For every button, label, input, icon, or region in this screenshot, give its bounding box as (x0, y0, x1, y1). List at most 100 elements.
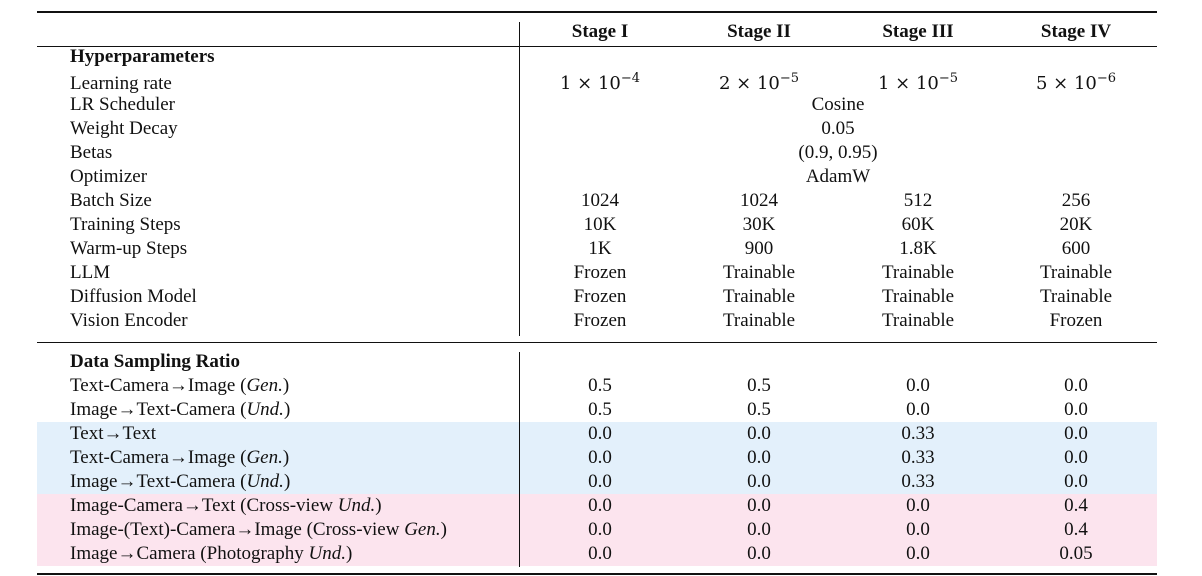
cell: Trainable (881, 262, 955, 283)
cell: 0.0 (588, 447, 612, 468)
label-text: ) (345, 543, 353, 564)
cell: Cosine (811, 94, 865, 115)
row-highlight (37, 470, 1157, 494)
cell: 0.0 (747, 471, 771, 492)
cell: 0.0 (747, 423, 771, 444)
cell: 0.5 (588, 375, 612, 396)
column-rule (519, 22, 520, 336)
cell: 0.4 (1064, 495, 1088, 516)
label-text: Text→Text (70, 423, 156, 444)
cell: 10K (583, 214, 617, 235)
label-text: Image-(Text)-Camera→Image (Cross-view (70, 519, 405, 540)
cell: 0.0 (1064, 399, 1088, 420)
row-label: Weight Decay (70, 118, 178, 139)
cell: Trainable (722, 262, 796, 283)
cell: 30K (742, 214, 776, 235)
row-label: Text→Text (70, 422, 156, 446)
cell: 0.0 (747, 519, 771, 540)
label-text: Image→Text-Camera ( (70, 471, 247, 492)
row-label: Image→Text-Camera (Und.) (70, 470, 290, 494)
cell: Trainable (881, 286, 955, 307)
cell-exponent: −5 (779, 71, 800, 86)
cell: 0.0 (747, 495, 771, 516)
cell: Trainable (881, 310, 955, 331)
cell: 600 (1061, 238, 1091, 259)
cell: 0.0 (1064, 471, 1088, 492)
header-rule (37, 46, 1157, 47)
cell: 0.0 (1064, 423, 1088, 444)
row-label: Image-(Text)-Camera→Image (Cross-view Ge… (70, 518, 447, 542)
row-highlight (37, 494, 1157, 518)
section-title: Data Sampling Ratio (70, 351, 240, 372)
cell: Frozen (1049, 310, 1103, 331)
row-highlight (37, 518, 1157, 542)
label-emphasis: Gen. (246, 447, 283, 468)
cell-base: 1 × 10 (877, 73, 939, 94)
label-text: ) (282, 375, 290, 396)
cell: Frozen (573, 310, 627, 331)
cell: 1 × 10−5 (878, 72, 958, 96)
row-label: Training Steps (70, 214, 181, 235)
label-emphasis: Gen. (404, 519, 441, 540)
label-text: Image→Text-Camera ( (70, 399, 247, 420)
label-emphasis: Und. (308, 543, 346, 564)
row-label: LR Scheduler (70, 94, 176, 115)
label-text: ) (440, 519, 447, 540)
cell: 2 × 10−5 (719, 72, 799, 96)
cell: 0.05 (1059, 543, 1093, 564)
label-text: ) (375, 495, 382, 516)
cell: Trainable (722, 286, 796, 307)
cell: 0.0 (906, 375, 930, 396)
cell: 1024 (740, 190, 778, 211)
label-text: ) (282, 447, 290, 468)
cell: 256 (1061, 190, 1091, 211)
cell: 1 × 10−4 (560, 72, 640, 96)
row-label: Text-Camera→Image (Gen.) (70, 446, 289, 470)
row-label: Vision Encoder (70, 310, 188, 331)
cell: 0.0 (588, 543, 612, 564)
cell: 0.0 (747, 447, 771, 468)
label-emphasis: Und. (246, 471, 284, 492)
cell: 0.33 (901, 447, 935, 468)
cell: Trainable (1039, 262, 1113, 283)
cell: (0.9, 0.95) (798, 142, 878, 163)
cell-base: 5 × 10 (1035, 73, 1097, 94)
row-label: Optimizer (70, 166, 148, 187)
section-rule (37, 342, 1157, 343)
cell: 0.0 (1064, 447, 1088, 468)
cell: Trainable (1039, 286, 1113, 307)
cell-base: 1 × 10 (559, 73, 621, 94)
cell: 0.5 (747, 375, 771, 396)
cell: 0.0 (588, 495, 612, 516)
top-rule (37, 11, 1157, 13)
cell: AdamW (805, 166, 871, 187)
cell: 512 (903, 190, 933, 211)
row-highlight (37, 446, 1157, 470)
cell-exponent: −6 (1096, 71, 1117, 86)
label-text: ) (283, 399, 291, 420)
cell: Frozen (573, 262, 627, 283)
cell: 0.0 (588, 519, 612, 540)
cell: 0.4 (1064, 519, 1088, 540)
column-header: Stage I (571, 21, 629, 42)
cell: 0.0 (588, 471, 612, 492)
row-label: Betas (70, 142, 113, 163)
column-header: Stage II (727, 21, 791, 42)
cell: 0.5 (588, 399, 612, 420)
row-label: Batch Size (70, 190, 152, 211)
row-label: Text-Camera→Image (Gen.) (70, 374, 289, 398)
cell: 0.0 (906, 543, 930, 564)
cell: 0.0 (588, 423, 612, 444)
label-text: ) (283, 471, 291, 492)
cell: 1K (588, 238, 612, 259)
cell: 1.8K (899, 238, 937, 259)
column-header: Stage III (882, 21, 954, 42)
label-emphasis: Gen. (246, 375, 283, 396)
cell: 0.0 (1064, 375, 1088, 396)
cell-base: 2 × 10 (718, 73, 780, 94)
cell: 0.0 (906, 399, 930, 420)
row-highlight (37, 422, 1157, 446)
row-label: Learning rate (70, 73, 172, 94)
row-label: LLM (70, 262, 111, 283)
row-label: Image→Text-Camera (Und.) (70, 398, 290, 422)
